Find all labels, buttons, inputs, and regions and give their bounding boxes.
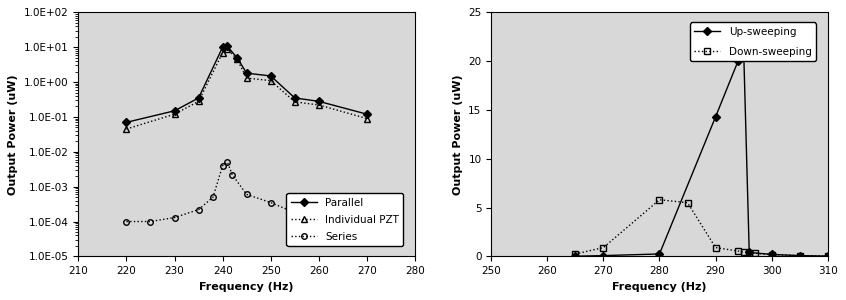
X-axis label: Frequency (Hz): Frequency (Hz)	[613, 282, 706, 292]
Down-sweeping	[711, 246, 721, 249]
Line: Up-sweeping: Up-sweeping	[573, 47, 831, 259]
Series	[146, 220, 156, 223]
Down-sweeping	[750, 251, 760, 255]
Series	[266, 201, 276, 204]
Up-sweeping	[570, 254, 580, 258]
Down-sweeping	[655, 198, 665, 202]
Series	[228, 173, 238, 176]
Legend: Parallel, Individual PZT, Series: Parallel, Individual PZT, Series	[287, 194, 403, 246]
Down-sweeping	[822, 254, 832, 258]
Series	[194, 208, 204, 211]
Individual PZT	[169, 112, 179, 116]
Down-sweeping	[733, 249, 743, 253]
Line: Parallel: Parallel	[124, 44, 370, 125]
Line: Individual PZT: Individual PZT	[123, 45, 371, 133]
Series	[242, 193, 252, 196]
Individual PZT	[222, 47, 233, 51]
Line: Series: Series	[124, 160, 370, 224]
Individual PZT	[232, 58, 242, 61]
Parallel	[242, 71, 252, 75]
Up-sweeping	[733, 59, 743, 63]
Parallel	[232, 56, 242, 59]
Up-sweeping	[744, 251, 755, 254]
Parallel	[121, 121, 131, 124]
Series	[362, 218, 372, 222]
Up-sweeping	[598, 254, 608, 257]
Parallel	[222, 45, 233, 48]
Individual PZT	[121, 127, 131, 131]
Series	[314, 216, 324, 219]
Up-sweeping	[766, 253, 777, 256]
Series	[222, 160, 233, 164]
X-axis label: Frequency (Hz): Frequency (Hz)	[200, 282, 294, 292]
Series	[217, 164, 228, 167]
Individual PZT	[314, 103, 324, 107]
Individual PZT	[362, 117, 372, 120]
Up-sweeping	[822, 254, 832, 258]
Down-sweeping	[598, 246, 608, 249]
Up-sweeping	[711, 115, 721, 119]
Legend: Up-sweeping, Down-sweeping: Up-sweeping, Down-sweeping	[690, 22, 816, 61]
Parallel	[314, 100, 324, 103]
Parallel	[289, 96, 299, 100]
Down-sweeping	[744, 251, 755, 254]
Parallel	[362, 112, 372, 116]
Down-sweeping	[794, 254, 805, 257]
Up-sweeping	[739, 48, 749, 51]
Down-sweeping	[683, 201, 693, 205]
Series	[121, 220, 131, 223]
Parallel	[194, 96, 204, 100]
Parallel	[217, 45, 228, 49]
Y-axis label: Output Power (uW): Output Power (uW)	[453, 74, 463, 195]
Y-axis label: Output Power (uW): Output Power (uW)	[8, 74, 19, 195]
Series	[289, 211, 299, 214]
Up-sweeping	[655, 252, 665, 256]
Individual PZT	[242, 76, 252, 80]
Down-sweeping	[739, 250, 749, 254]
Individual PZT	[217, 51, 228, 54]
Line: Down-sweeping: Down-sweeping	[573, 197, 831, 259]
Individual PZT	[194, 100, 204, 103]
Down-sweeping	[570, 252, 580, 256]
Up-sweeping	[794, 254, 805, 257]
Series	[208, 195, 218, 199]
Individual PZT	[289, 100, 299, 104]
Parallel	[266, 74, 276, 78]
Parallel	[169, 109, 179, 112]
Down-sweeping	[766, 253, 777, 256]
Individual PZT	[266, 79, 276, 83]
Series	[169, 216, 179, 219]
